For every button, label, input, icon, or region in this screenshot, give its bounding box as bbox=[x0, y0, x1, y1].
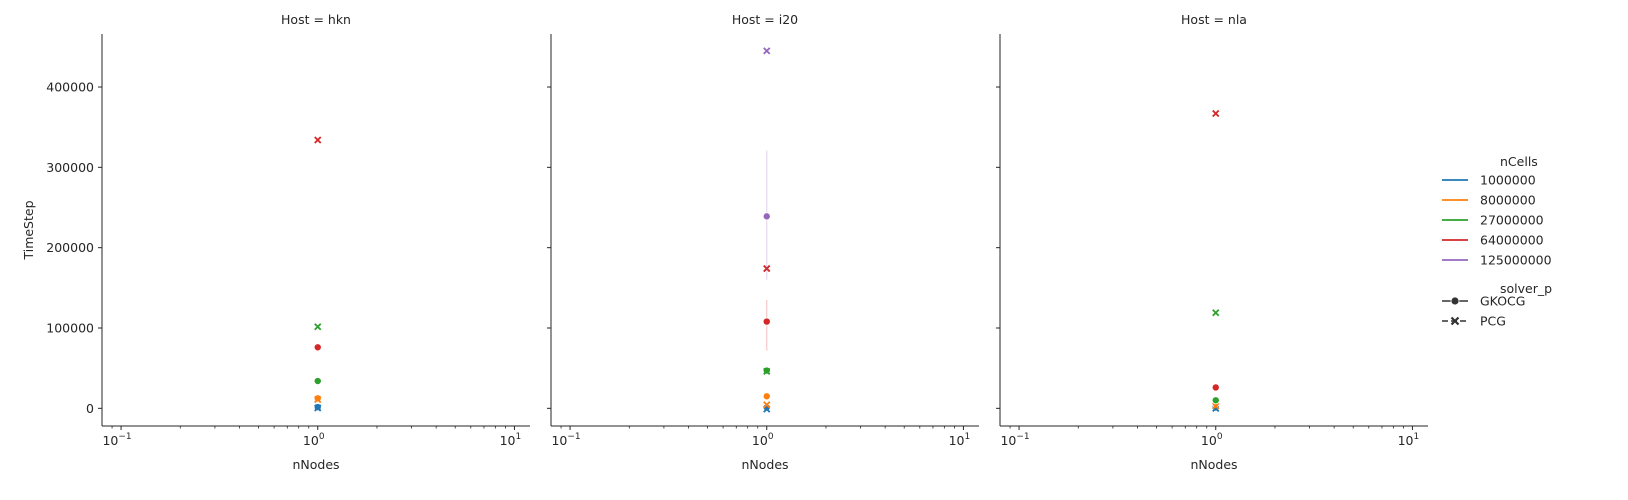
y-axis-label: TimeStep bbox=[21, 200, 36, 260]
point-27000000-PCG bbox=[763, 367, 771, 376]
facet-title: Host = i20 bbox=[732, 12, 798, 27]
point-64000000-GKOCG bbox=[1211, 383, 1220, 392]
point-1000000-PCG bbox=[314, 404, 322, 412]
x-tick-label: 100 bbox=[1201, 432, 1223, 448]
point-64000000-PCG bbox=[763, 264, 771, 273]
legend: nCells 1000000 8000000 27000000 64000000 125… bbox=[1442, 154, 1552, 329]
legend-item-125000000: 125000000 bbox=[1442, 253, 1552, 268]
legend-item-PCG: PCG bbox=[1442, 314, 1506, 329]
y-tick-label: 0 bbox=[86, 401, 94, 416]
legend-label: PCG bbox=[1480, 314, 1506, 329]
y-tick-label: 400000 bbox=[46, 80, 94, 95]
facet-nla: Host = nla 10−1 100 101 nNodes bbox=[996, 12, 1428, 472]
point-8000000-PCG bbox=[763, 401, 771, 409]
point-8000000-GKOCG bbox=[762, 392, 771, 401]
legend-label: 8000000 bbox=[1480, 193, 1536, 208]
point-64000000-GKOCG bbox=[313, 343, 322, 352]
legend-label: 64000000 bbox=[1480, 233, 1544, 248]
legend-label: 125000000 bbox=[1480, 253, 1552, 268]
facet-title: Host = hkn bbox=[281, 12, 351, 27]
legend-item-64000000: 64000000 bbox=[1442, 233, 1544, 248]
x-tick-label: 10−1 bbox=[1000, 432, 1029, 448]
x-tick-label: 10−1 bbox=[102, 432, 131, 448]
y-tick-label: 100000 bbox=[46, 321, 94, 336]
point-8000000-PCG bbox=[314, 395, 322, 404]
x-tick-label: 100 bbox=[303, 432, 325, 448]
facet-i20: Host = i20 10−1 100 101 nNodes bbox=[547, 12, 979, 472]
point-64000000-PCG bbox=[314, 136, 322, 144]
point-27000000-PCG bbox=[1212, 309, 1220, 317]
legend-item-GKOCG: GKOCG bbox=[1442, 294, 1525, 309]
y-tick-label: 300000 bbox=[46, 160, 94, 175]
facet-hkn: Host = hkn 0 100000 200000 300000 400000 10−1 1… bbox=[46, 12, 530, 472]
legend-marker bbox=[1450, 296, 1460, 306]
x-tick-label: 10−1 bbox=[551, 432, 580, 448]
x-tick-label: 101 bbox=[949, 432, 971, 448]
legend-label: 1000000 bbox=[1480, 173, 1536, 188]
x-tick-label: 101 bbox=[500, 432, 522, 448]
legend-item-27000000: 27000000 bbox=[1442, 213, 1544, 228]
legend-item-8000000: 8000000 bbox=[1442, 193, 1536, 208]
point-27000000-GKOCG bbox=[313, 377, 322, 386]
x-axis-label: nNodes bbox=[292, 457, 339, 472]
legend-label: 27000000 bbox=[1480, 213, 1544, 228]
legend-style-entries: GKOCG PCG bbox=[1442, 294, 1525, 329]
x-tick-label: 101 bbox=[1398, 432, 1420, 448]
x-axis-label: nNodes bbox=[1190, 457, 1237, 472]
point-125000000-GKOCG bbox=[762, 212, 771, 221]
point-8000000-PCG bbox=[1212, 402, 1220, 410]
facets: Host = hkn 0 100000 200000 300000 400000 10−1 1… bbox=[21, 12, 1428, 472]
x-axis-label: nNodes bbox=[741, 457, 788, 472]
legend-hue-entries: 1000000 8000000 27000000 64000000 125000000 bbox=[1442, 173, 1552, 268]
legend-item-1000000: 1000000 bbox=[1442, 173, 1536, 188]
legend-style-title: solver_p bbox=[1500, 281, 1552, 296]
x-tick-label: 100 bbox=[752, 432, 774, 448]
point-64000000-GKOCG bbox=[762, 317, 771, 326]
point-27000000-GKOCG bbox=[1211, 396, 1220, 405]
facet-title: Host = nla bbox=[1181, 12, 1247, 27]
legend-marker bbox=[1450, 316, 1460, 326]
point-125000000-PCG bbox=[763, 47, 771, 55]
legend-hue-title: nCells bbox=[1500, 154, 1538, 169]
legend-label: GKOCG bbox=[1480, 294, 1525, 309]
point-27000000-PCG bbox=[314, 323, 322, 331]
y-tick-label: 200000 bbox=[46, 240, 94, 255]
point-64000000-PCG bbox=[1212, 109, 1220, 118]
